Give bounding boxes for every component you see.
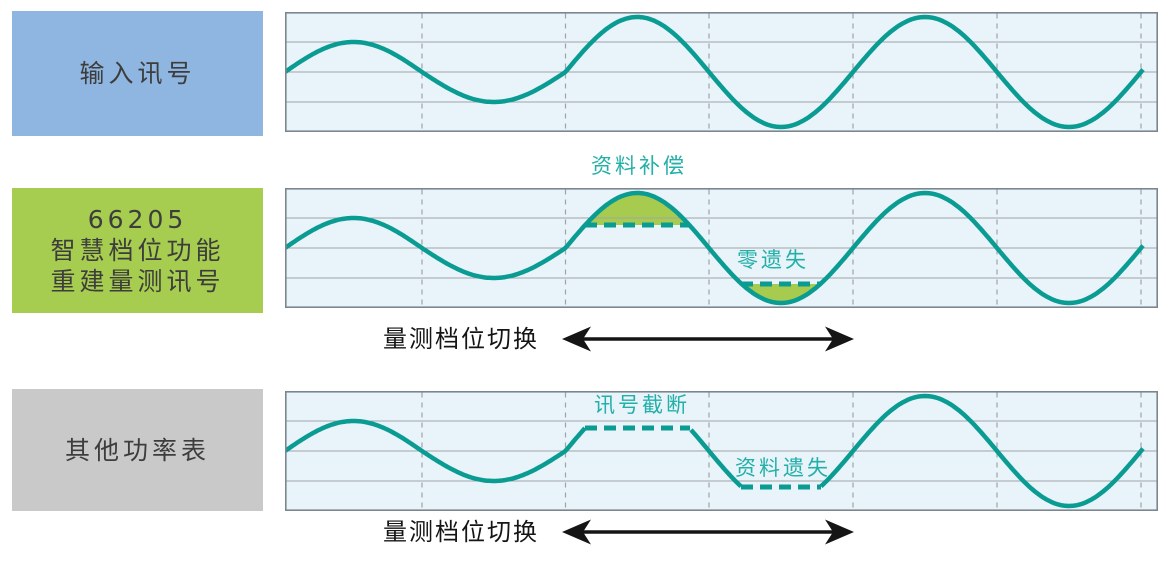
smart-range-function-label: 智慧档位功能	[50, 236, 225, 265]
range-switch-label-smart: 量测档位切换	[383, 325, 539, 353]
input-signal-label: 输入讯号	[79, 59, 196, 88]
double-arrow-svg	[562, 326, 854, 352]
annotation-data-compensation: 资料补偿	[591, 154, 687, 178]
row-label-other-power-meters: 其他功率表	[12, 389, 263, 511]
panel-input-signal	[283, 12, 1159, 133]
annotation-data-loss: 资料遗失	[735, 456, 831, 480]
other-power-meters-label: 其他功率表	[64, 435, 210, 465]
panel-svg	[283, 188, 1159, 309]
panel-other-power-meters	[283, 391, 1159, 512]
row-label-66205-smart-range: 66205 智慧档位功能 重建量测讯号	[12, 188, 263, 313]
arrow-head-right	[825, 326, 854, 352]
compensated-area-trough	[741, 283, 821, 303]
range-switch-arrow-other	[562, 519, 854, 545]
waveform	[283, 190, 1145, 306]
model-number: 66205	[87, 205, 188, 234]
arrow-head-right	[825, 519, 854, 545]
rebuilt-signal-label: 重建量测讯号	[50, 267, 225, 296]
annotation-signal-truncation: 讯号截断	[594, 393, 690, 417]
compensated-area-peak	[585, 193, 690, 226]
double-arrow-svg	[562, 519, 854, 545]
panel-smart-range-rebuilt-signal	[283, 188, 1159, 309]
panel-border	[285, 12, 1159, 133]
waveform	[283, 14, 1145, 130]
panel-border	[285, 188, 1159, 309]
waveform	[283, 393, 1145, 509]
panel-svg	[283, 12, 1159, 133]
panel-svg	[283, 391, 1159, 512]
arrow-head-left	[562, 326, 591, 352]
arrow-head-left	[562, 519, 591, 545]
panel-border	[285, 391, 1159, 512]
range-switch-label-other: 量测档位切换	[383, 518, 539, 546]
range-switch-arrow-smart	[562, 326, 854, 352]
row-label-input-signal: 输入讯号	[12, 11, 263, 136]
annotation-zero-loss: 零遗失	[737, 248, 809, 272]
